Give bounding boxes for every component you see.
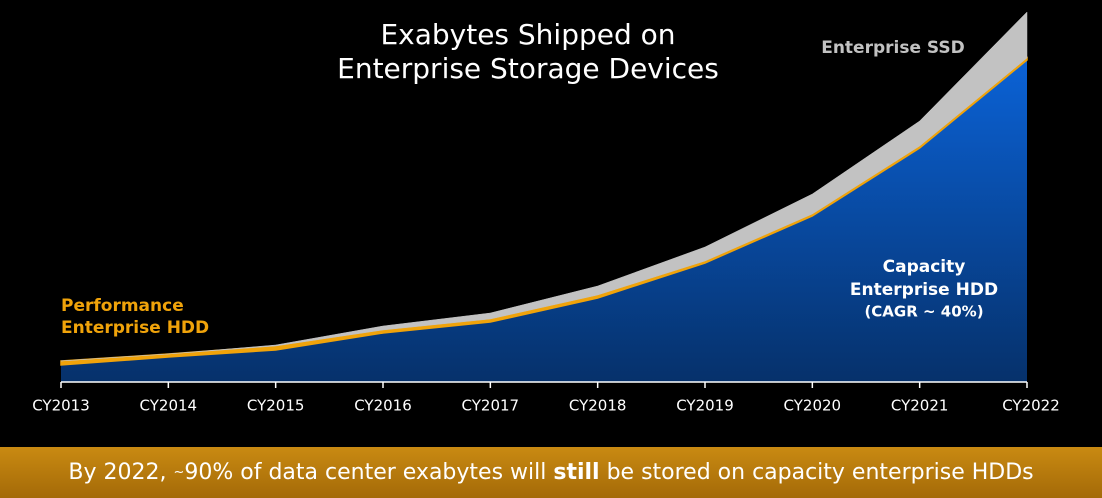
series-label: Capacity <box>883 257 966 277</box>
areas <box>60 11 1028 382</box>
series-label: Performance <box>61 296 184 316</box>
area <box>60 11 1028 362</box>
footer-text: ~ <box>173 465 185 480</box>
footer-text: be stored on capacity enterprise HDDs <box>599 460 1034 485</box>
x-tick-label: CY2016 <box>354 397 412 415</box>
x-tick-label: CY2013 <box>32 397 90 415</box>
x-tick-label: CY2015 <box>247 397 305 415</box>
x-tick-label: CY2020 <box>784 397 842 415</box>
footer-emphasis: still <box>553 460 600 485</box>
footer-banner: By 2022, ~90% of data center exabytes wi… <box>0 447 1102 498</box>
chart: Exabytes Shipped on Enterprise Storage D… <box>32 11 1060 415</box>
series-label: Enterprise HDD <box>61 318 209 338</box>
x-tick-label: CY2017 <box>462 397 520 415</box>
x-tick-label: CY2021 <box>891 397 949 415</box>
series-label: Enterprise HDD <box>850 280 998 300</box>
series-label: Enterprise SSD <box>821 38 965 58</box>
chart-title: Exabytes Shipped on <box>380 18 675 51</box>
footer-text: By 2022, <box>68 460 174 485</box>
x-tick-label: CY2014 <box>140 397 198 415</box>
x-tick-label: CY2022 <box>1002 397 1060 415</box>
x-tick-label: CY2019 <box>676 397 734 415</box>
area <box>61 60 1027 382</box>
footer-text: 90% of data center exabytes will <box>184 460 554 485</box>
chart-title: Enterprise Storage Devices <box>337 52 719 85</box>
series-note: (CAGR ~ 40%) <box>864 303 983 321</box>
x-tick-label: CY2018 <box>569 397 627 415</box>
